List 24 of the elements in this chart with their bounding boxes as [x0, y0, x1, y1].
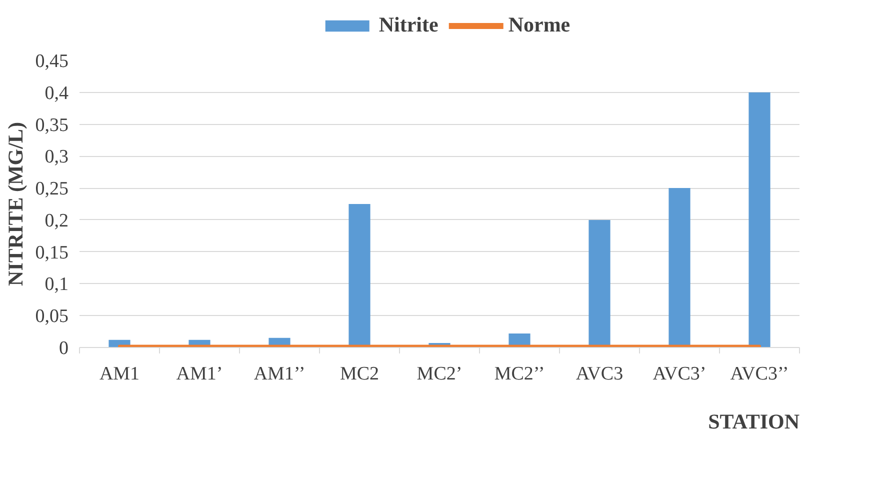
x-tick-label: MC2: [340, 364, 380, 384]
x-tick-label: MC2’: [416, 364, 462, 384]
x-tick-label: AM1’’: [254, 364, 306, 384]
y-tick-label: 0,3: [44, 146, 68, 168]
y-axis-title: NITRITE (MG/L): [3, 122, 28, 286]
y-tick-label: 0,45: [35, 51, 68, 72]
x-tick-label: AM1’: [176, 364, 223, 384]
legend-label: Nitrite: [378, 12, 438, 38]
bar: [748, 92, 770, 348]
y-tick-label: 0,2: [44, 210, 68, 232]
legend-label: Norme: [508, 12, 570, 38]
x-tick-label: AM1: [99, 364, 140, 384]
y-tick-label: 0,25: [35, 178, 68, 200]
x-axis-title: STATION: [708, 410, 800, 434]
x-tick-label: AVC3’’: [730, 364, 789, 384]
y-tick-label: 0: [59, 338, 68, 359]
y-tick-label: 0,05: [35, 306, 68, 328]
y-tick-label: 0,35: [35, 114, 68, 136]
y-tick-label: 0,4: [44, 82, 69, 104]
x-tick-label: AVC3’: [652, 364, 706, 384]
x-tick-label: MC2’’: [494, 364, 545, 384]
x-tick-label: AVC3: [576, 364, 624, 384]
y-tick-label: 0,15: [35, 242, 68, 264]
y-tick-label: 0,1: [44, 274, 68, 296]
